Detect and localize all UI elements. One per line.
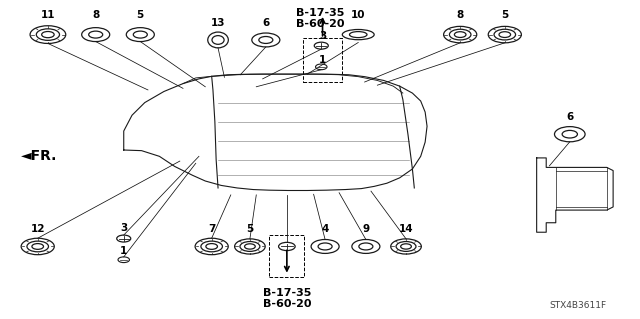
- Text: 1: 1: [319, 55, 326, 65]
- Bar: [303, 38, 342, 82]
- Text: 13: 13: [211, 18, 225, 28]
- Text: 5: 5: [137, 10, 144, 20]
- Text: STX4B3611F: STX4B3611F: [550, 301, 607, 310]
- Text: 14: 14: [399, 224, 413, 234]
- Text: B-17-35
B-60-20: B-17-35 B-60-20: [296, 8, 344, 29]
- Text: 8: 8: [456, 10, 464, 20]
- Text: 4: 4: [321, 224, 329, 234]
- Text: 6: 6: [566, 112, 573, 122]
- Text: 6: 6: [262, 18, 269, 28]
- Text: 7: 7: [208, 224, 215, 234]
- Text: B-17-35
B-60-20: B-17-35 B-60-20: [262, 287, 311, 309]
- Text: 5: 5: [246, 224, 253, 234]
- Text: 1: 1: [120, 246, 127, 256]
- Text: 12: 12: [31, 224, 45, 234]
- Text: 5: 5: [501, 10, 508, 20]
- Text: 3: 3: [319, 31, 326, 41]
- Text: 9: 9: [362, 224, 369, 234]
- Text: 8: 8: [92, 10, 99, 20]
- Text: 10: 10: [351, 10, 365, 20]
- Bar: [269, 235, 304, 277]
- Text: 3: 3: [120, 223, 127, 233]
- Text: ◄FR.: ◄FR.: [20, 149, 57, 163]
- Text: 11: 11: [41, 10, 55, 20]
